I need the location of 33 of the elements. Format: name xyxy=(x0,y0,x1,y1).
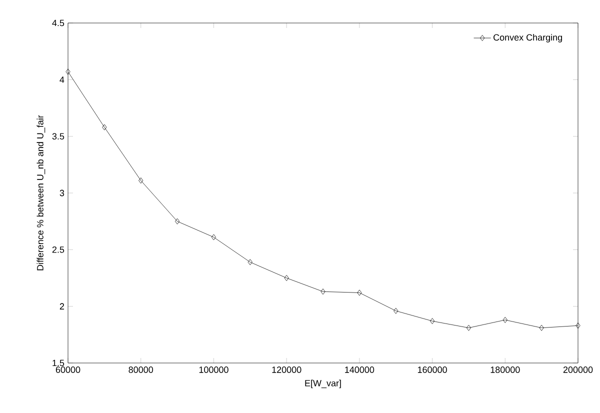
x-tick-label: 160000 xyxy=(418,366,447,373)
x-tick-label: 60000 xyxy=(56,366,80,373)
y-axis-title: Difference % between U_nb and U_fair xyxy=(36,115,46,270)
x-tick-label: 140000 xyxy=(345,366,374,373)
y-tick-label: 3.5 xyxy=(52,133,64,140)
y-tick-label: 2 xyxy=(60,303,64,310)
point xyxy=(466,324,472,331)
y-tick-label: 1.5 xyxy=(52,360,64,366)
point xyxy=(357,290,362,296)
x-tick-label: 200000 xyxy=(563,366,593,373)
x-tick-label: 180000 xyxy=(490,366,520,373)
point xyxy=(211,234,216,240)
point xyxy=(430,318,435,324)
point xyxy=(66,68,70,75)
point xyxy=(320,288,326,295)
y-tick-label: 4 xyxy=(60,76,64,83)
point xyxy=(102,124,107,130)
point xyxy=(174,218,180,224)
x-tick-label: 80000 xyxy=(128,366,154,373)
point xyxy=(502,316,508,323)
point xyxy=(284,275,289,281)
y-tick-label: 4.5 xyxy=(52,20,64,26)
point xyxy=(394,308,398,314)
point xyxy=(138,178,144,184)
point xyxy=(576,322,580,329)
point xyxy=(248,259,252,266)
x-axis-title: E[W_var] xyxy=(305,380,341,388)
y-tick-label: 3 xyxy=(60,190,64,196)
legend-label: Convex Charging xyxy=(494,34,562,42)
point xyxy=(539,324,544,331)
y-tick-label: 2.5 xyxy=(52,246,64,253)
x-tick-label: 100000 xyxy=(199,366,228,373)
x-tick-label: 120000 xyxy=(272,366,302,373)
